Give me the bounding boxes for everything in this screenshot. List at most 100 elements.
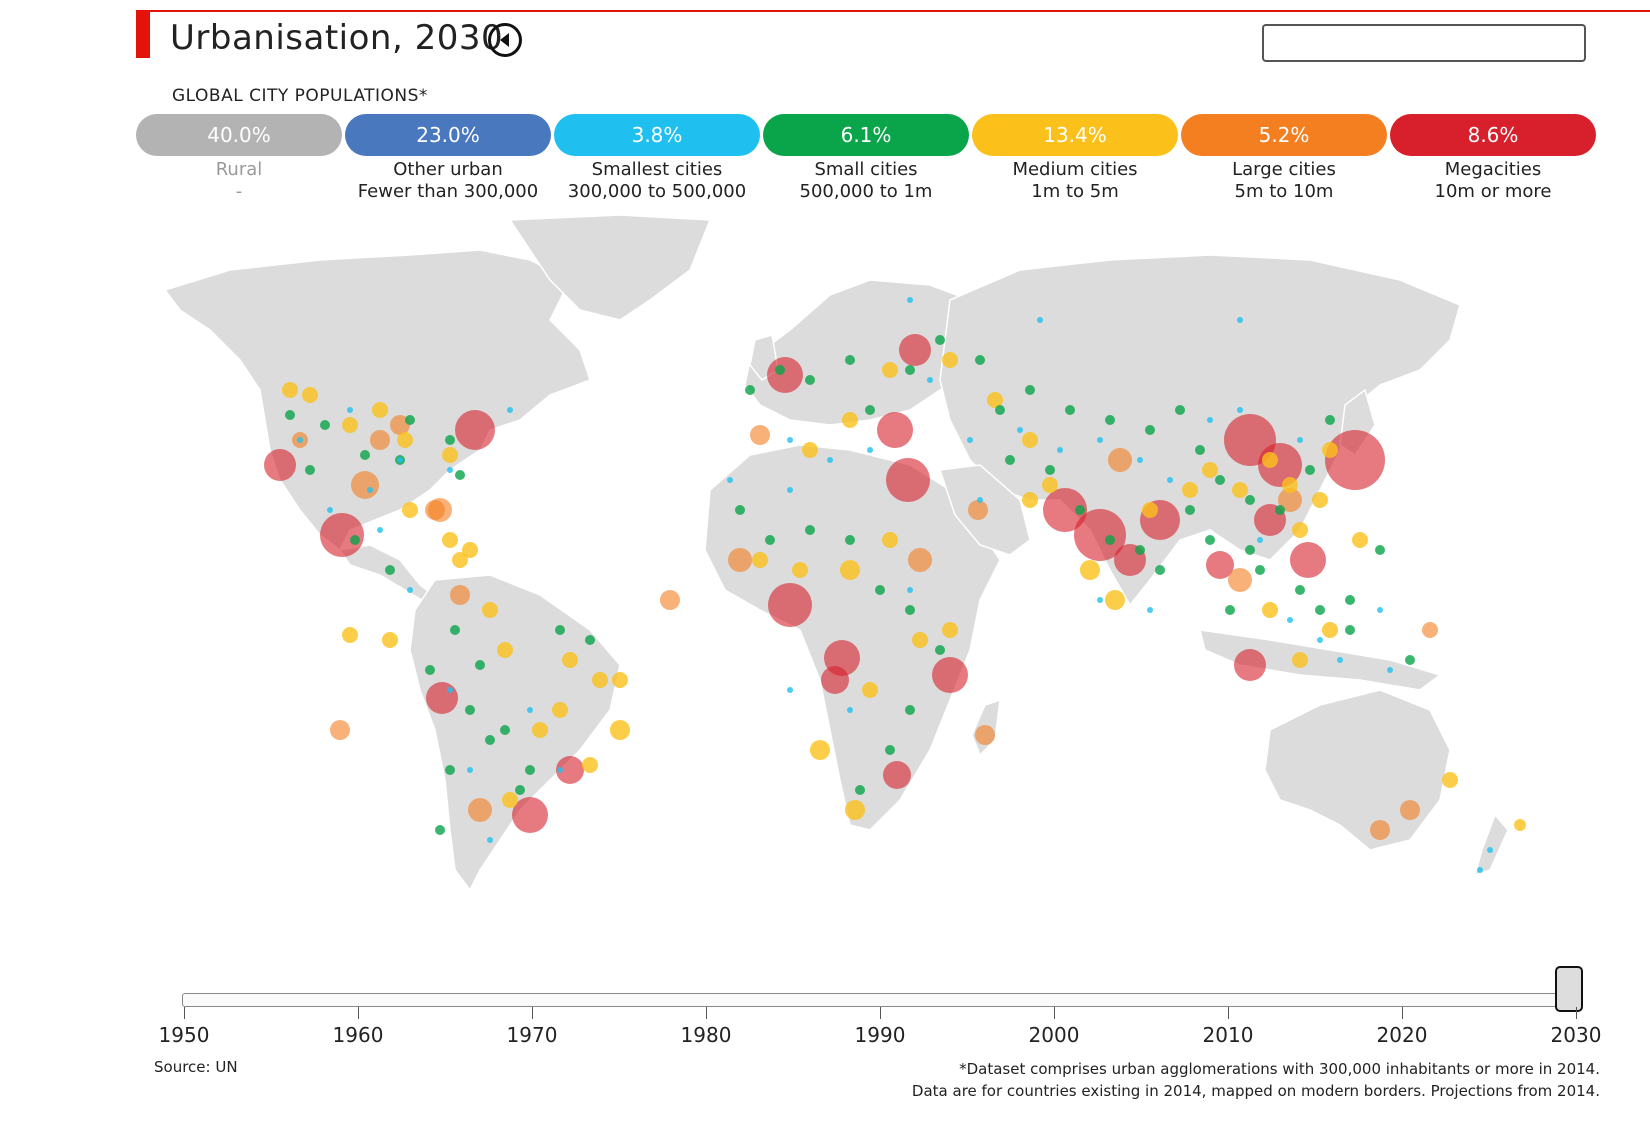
- city-bubble[interactable]: [497, 642, 513, 658]
- city-bubble[interactable]: [905, 365, 915, 375]
- city-bubble[interactable]: [1185, 505, 1195, 515]
- city-bubble[interactable]: [397, 432, 413, 448]
- city-bubble[interactable]: [482, 602, 498, 618]
- city-bubble[interactable]: [1262, 602, 1278, 618]
- city-bubble[interactable]: [805, 525, 815, 535]
- city-bubble[interactable]: [905, 605, 915, 615]
- city-bubble[interactable]: [968, 500, 988, 520]
- city-bubble[interactable]: [562, 652, 578, 668]
- city-bubble[interactable]: [455, 470, 465, 480]
- city-bubble[interactable]: [582, 757, 598, 773]
- city-bubble[interactable]: [342, 627, 358, 643]
- city-bubble[interactable]: [1317, 637, 1323, 643]
- city-bubble[interactable]: [468, 798, 492, 822]
- city-bubble[interactable]: [1325, 415, 1335, 425]
- city-bubble[interactable]: [397, 457, 403, 463]
- city-bubble[interactable]: [1142, 502, 1158, 518]
- city-bubble[interactable]: [320, 420, 330, 430]
- tick-label[interactable]: 1950: [158, 1023, 210, 1047]
- city-bubble[interactable]: [845, 800, 865, 820]
- city-bubble[interactable]: [320, 513, 364, 557]
- city-bubble[interactable]: [372, 402, 388, 418]
- year-slider-handle[interactable]: [1555, 966, 1583, 1012]
- city-bubble[interactable]: [405, 415, 415, 425]
- city-bubble[interactable]: [1042, 477, 1058, 493]
- city-bubble[interactable]: [1167, 477, 1173, 483]
- city-bubble[interactable]: [475, 660, 485, 670]
- city-bubble[interactable]: [840, 560, 860, 580]
- city-bubble[interactable]: [792, 562, 808, 578]
- city-bubble[interactable]: [1232, 482, 1248, 498]
- city-bubble[interactable]: [935, 335, 945, 345]
- city-bubble[interactable]: [1080, 560, 1100, 580]
- city-bubble[interactable]: [1325, 430, 1385, 490]
- city-bubble[interactable]: [327, 507, 333, 513]
- city-bubble[interactable]: [264, 449, 296, 481]
- city-bubble[interactable]: [787, 487, 793, 493]
- city-bubble[interactable]: [899, 334, 931, 366]
- city-bubble[interactable]: [912, 632, 928, 648]
- city-bubble[interactable]: [585, 635, 595, 645]
- city-bubble[interactable]: [1182, 482, 1198, 498]
- city-bubble[interactable]: [1045, 465, 1055, 475]
- city-bubble[interactable]: [1147, 607, 1153, 613]
- city-bubble[interactable]: [1345, 625, 1355, 635]
- legend-pill[interactable]: 5.2%: [1181, 114, 1387, 156]
- city-bubble[interactable]: [445, 765, 455, 775]
- city-bubble[interactable]: [1025, 385, 1035, 395]
- legend-item-small-cities[interactable]: 6.1% Small cities 500,000 to 1m: [763, 114, 969, 203]
- city-bubble[interactable]: [1245, 545, 1255, 555]
- city-bubble[interactable]: [467, 767, 473, 773]
- back-button[interactable]: [488, 23, 522, 57]
- city-bubble[interactable]: [1255, 565, 1265, 575]
- city-bubble[interactable]: [435, 825, 445, 835]
- city-bubble[interactable]: [450, 625, 460, 635]
- tick-label[interactable]: 1980: [680, 1023, 732, 1047]
- city-bubble[interactable]: [875, 585, 885, 595]
- city-bubble[interactable]: [882, 532, 898, 548]
- city-bubble[interactable]: [967, 437, 973, 443]
- city-bubble[interactable]: [455, 410, 495, 450]
- city-bubble[interactable]: [935, 645, 945, 655]
- city-bubble[interactable]: [1215, 475, 1225, 485]
- city-bubble[interactable]: [1022, 492, 1038, 508]
- city-bubble[interactable]: [1017, 427, 1023, 433]
- city-bubble[interactable]: [1097, 437, 1103, 443]
- city-bubble[interactable]: [525, 765, 535, 775]
- legend-item-large-cities[interactable]: 5.2% Large cities 5m to 10m: [1181, 114, 1387, 203]
- city-bubble[interactable]: [1022, 432, 1038, 448]
- city-bubble[interactable]: [350, 535, 360, 545]
- city-bubble[interactable]: [425, 665, 435, 675]
- legend-pill[interactable]: 40.0%: [136, 114, 342, 156]
- city-bubble[interactable]: [1295, 585, 1305, 595]
- city-bubble[interactable]: [1442, 772, 1458, 788]
- city-bubble[interactable]: [905, 705, 915, 715]
- city-bubble[interactable]: [452, 552, 468, 568]
- city-bubble[interactable]: [512, 797, 548, 833]
- city-bubble[interactable]: [1037, 317, 1043, 323]
- city-bubble[interactable]: [1065, 405, 1075, 415]
- city-bubble[interactable]: [765, 535, 775, 545]
- city-bubble[interactable]: [487, 837, 493, 843]
- city-bubble[interactable]: [382, 632, 398, 648]
- city-bubble[interactable]: [1137, 457, 1143, 463]
- city-bubble[interactable]: [750, 425, 770, 445]
- city-bubble[interactable]: [1312, 492, 1328, 508]
- city-bubble[interactable]: [810, 740, 830, 760]
- city-bubble[interactable]: [1400, 800, 1420, 820]
- city-bubble[interactable]: [507, 407, 513, 413]
- legend-pill[interactable]: 23.0%: [345, 114, 551, 156]
- city-bubble[interactable]: [767, 357, 803, 393]
- city-bubble[interactable]: [1108, 448, 1132, 472]
- city-bubble[interactable]: [1105, 415, 1115, 425]
- city-bubble[interactable]: [885, 745, 895, 755]
- world-map[interactable]: [150, 210, 1590, 940]
- city-bubble[interactable]: [977, 497, 983, 503]
- legend-item-medium-cities[interactable]: 13.4% Medium cities 1m to 5m: [972, 114, 1178, 203]
- city-bubble[interactable]: [1377, 607, 1383, 613]
- tick-label[interactable]: 1960: [332, 1023, 384, 1047]
- city-bubble[interactable]: [557, 767, 563, 773]
- city-bubble[interactable]: [987, 392, 1003, 408]
- city-bubble[interactable]: [821, 666, 849, 694]
- legend-item-megacities[interactable]: 8.6% Megacities 10m or more: [1390, 114, 1596, 203]
